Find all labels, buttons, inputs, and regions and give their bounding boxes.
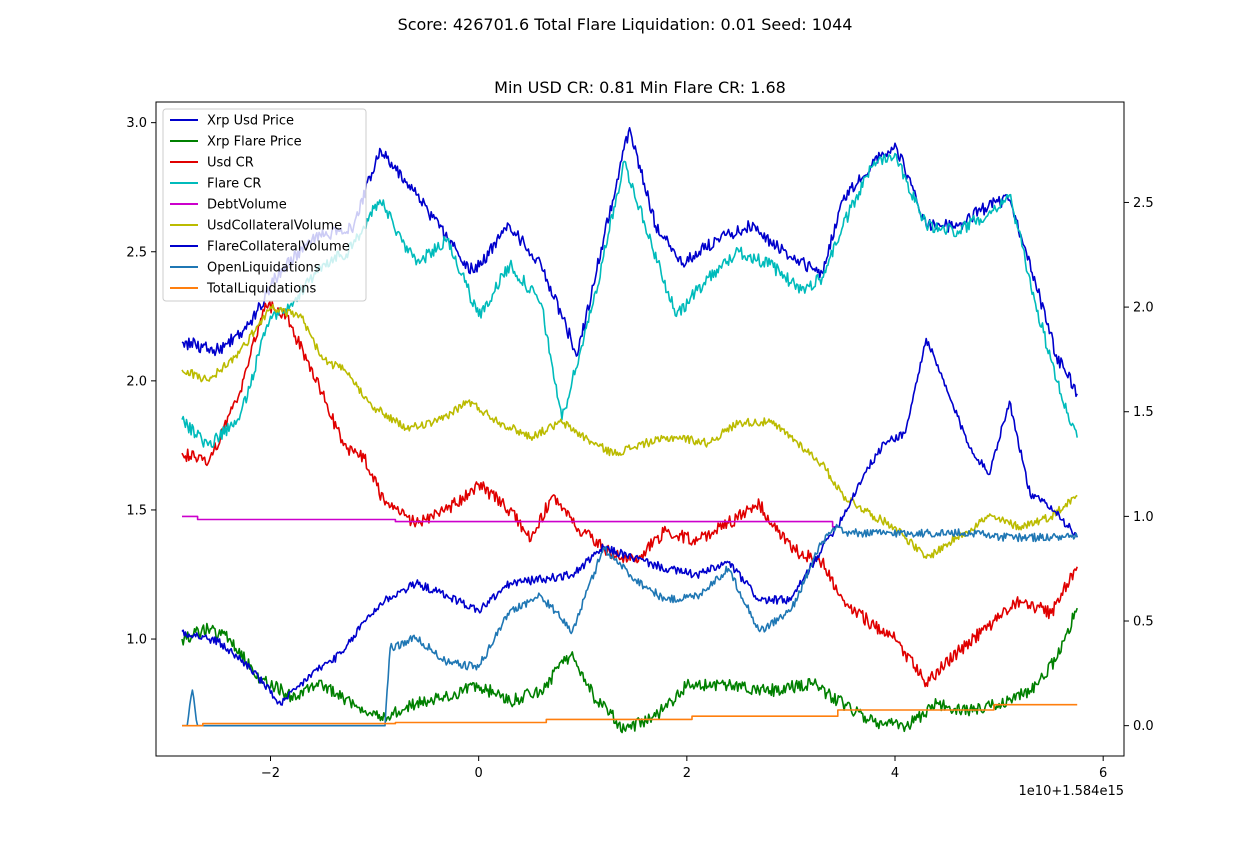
x-tick-label: −2 [261,766,280,781]
y-right-tick-label: 1.5 [1133,405,1154,420]
y-right-tick-label: 1.0 [1133,510,1154,525]
legend-label: UsdCollateralVolume [207,219,342,234]
x-offset-label: 1e10+1.584e15 [1019,784,1124,799]
legend-label: Xrp Flare Price [207,135,302,150]
legend-label: Flare CR [207,177,261,192]
series-line-openliquidations [182,523,1078,727]
legend-label: FlareCollateralVolume [207,240,350,255]
legend-label: Usd CR [207,156,254,171]
y-right-tick-label: 2.5 [1133,196,1154,211]
y-left-tick-label: 2.0 [126,374,147,389]
y-right-tick-label: 0.0 [1133,719,1154,734]
y-axis-right: 0.0 0.5 1.0 1.5 2.0 2.5 [1124,196,1154,734]
legend-label: DebtVolume [207,198,287,213]
legend-items: Xrp Usd Price Xrp Flare Price Usd CR Flare … [170,114,350,297]
y-left-tick-label: 2.5 [126,245,147,260]
legend-label: TotalLiquidations [206,282,316,297]
y-right-tick-label: 2.0 [1133,301,1154,316]
x-tick-label: 4 [891,766,899,781]
series-line-debtvolume [182,515,838,528]
y-left-tick-label: 1.0 [126,633,147,648]
y-left-tick-label: 3.0 [126,116,147,131]
x-tick-label: 2 [683,766,691,781]
chart-title: Min USD CR: 0.81 Min Flare CR: 1.68 [494,78,786,97]
series-line-flarecollateralvolume [181,337,1078,706]
x-axis: −2 0 2 4 6 [261,756,1107,781]
series-line-xrp-flare-price [181,607,1078,734]
y-axis-left: 1.0 1.5 2.0 2.5 3.0 [126,116,156,648]
legend-label: OpenLiquidations [207,261,321,276]
x-tick-label: 6 [1099,766,1107,781]
y-left-tick-label: 1.5 [126,503,147,518]
series-line-totalliquidations [182,703,1078,727]
legend-label: Xrp Usd Price [207,114,294,129]
series-line-usdcollateralvolume [181,304,1078,559]
legend: Xrp Usd Price Xrp Flare Price Usd CR Flare … [162,108,367,302]
y-right-tick-label: 0.5 [1133,615,1154,630]
figure-suptitle: Score: 426701.6 Total Flare Liquidation:… [398,15,853,34]
legend-box [162,108,367,302]
x-tick-label: 0 [475,766,483,781]
